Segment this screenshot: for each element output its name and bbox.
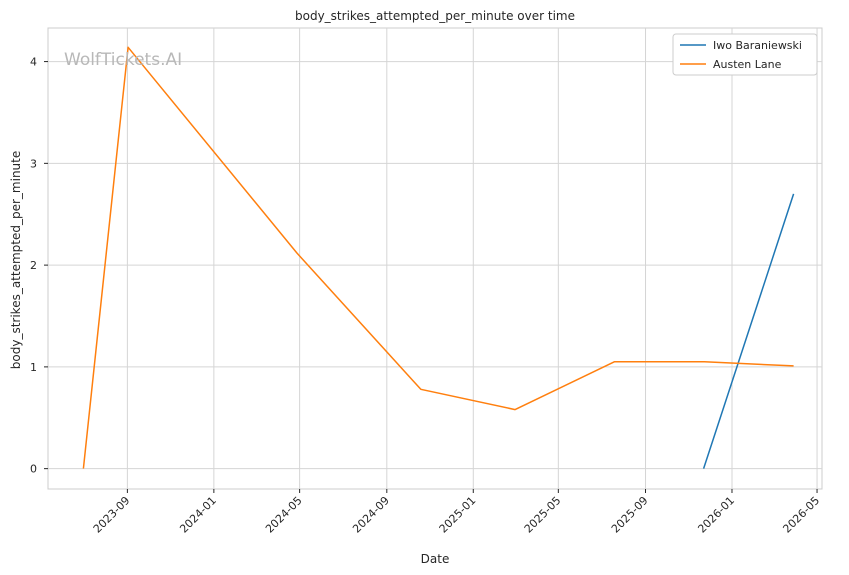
- legend-box: [672, 33, 818, 76]
- plot-area: [47, 27, 823, 490]
- x-tick-label: 2023-09: [91, 494, 133, 536]
- y-tick-label: 1: [30, 361, 37, 374]
- watermark: WolfTickets.AI: [64, 50, 182, 70]
- x-axis-title: Date: [421, 552, 450, 566]
- series-line-iwo-baraniewski: [702, 193, 795, 469]
- x-tick-label: 2026-01: [695, 494, 737, 536]
- y-tick-label: 0: [30, 463, 37, 476]
- y-tick-label: 2: [30, 259, 37, 272]
- series-lines: [82, 46, 795, 469]
- x-tick-label: 2024-05: [263, 494, 305, 536]
- y-axis-title: body_strikes_attempted_per_minute: [9, 151, 23, 369]
- y-tick-label: 3: [30, 157, 37, 170]
- x-tick-label: 2026-05: [780, 494, 822, 536]
- grid: [48, 28, 822, 489]
- legend-label-austen-lane: Austen Lane: [713, 58, 782, 71]
- x-tick-label: 2024-01: [177, 494, 219, 536]
- x-tick-label: 2025-09: [609, 494, 651, 536]
- x-tick-label: 2025-05: [522, 494, 564, 536]
- series-line-austen-lane: [82, 46, 794, 469]
- legend: Iwo Baraniewski Austen Lane: [672, 33, 818, 76]
- chart-title: body_strikes_attempted_per_minute over t…: [295, 9, 575, 23]
- y-tick-label: 4: [30, 56, 37, 69]
- legend-label-iwo-baraniewski: Iwo Baraniewski: [713, 39, 802, 52]
- x-tick-label: 2025-01: [437, 494, 479, 536]
- x-tick-label: 2024-09: [350, 494, 392, 536]
